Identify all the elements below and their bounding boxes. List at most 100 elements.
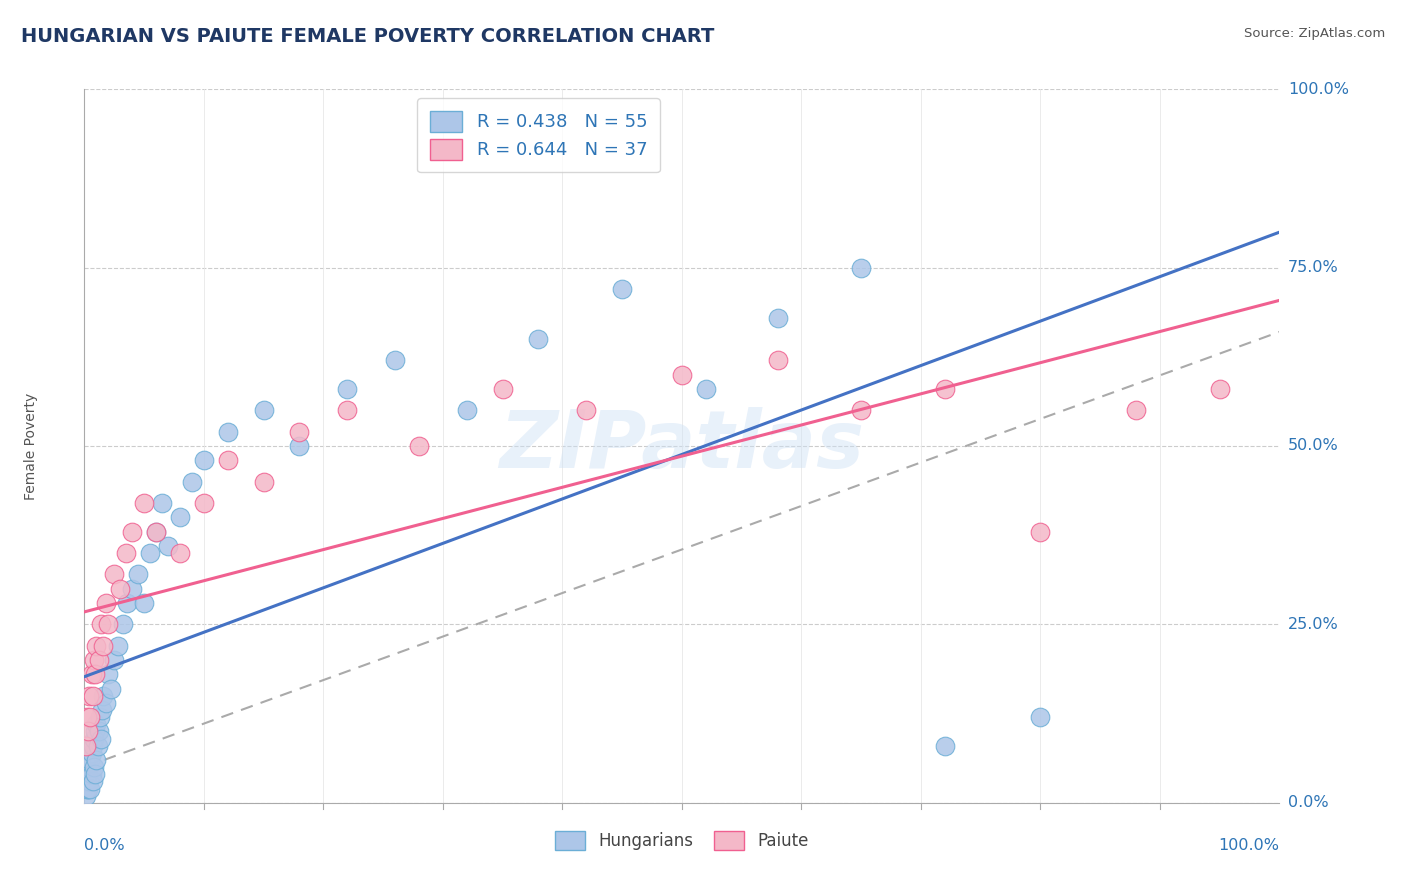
Point [87, 724, 110, 739]
Point [671, 368, 693, 382]
Point [492, 382, 515, 396]
Point [103, 653, 125, 667]
Point [76, 774, 98, 789]
Point [84, 724, 107, 739]
Point [527, 332, 550, 346]
Text: Source: ZipAtlas.com: Source: ZipAtlas.com [1244, 27, 1385, 40]
Point [1029, 710, 1052, 724]
Point [288, 425, 311, 439]
Point [127, 567, 149, 582]
Point [1125, 403, 1147, 417]
Point [79, 781, 101, 796]
Point [181, 475, 204, 489]
Point [145, 524, 167, 539]
Point [934, 382, 956, 396]
Point [83, 731, 105, 746]
Point [82, 739, 104, 753]
Point [83, 653, 105, 667]
Point [1029, 524, 1052, 539]
Text: 100.0%: 100.0% [1219, 838, 1279, 854]
Point [97, 617, 120, 632]
Point [132, 596, 156, 610]
Point [90, 617, 112, 632]
Text: 0.0%: 0.0% [1288, 796, 1329, 810]
Point [77, 724, 100, 739]
Point [76, 781, 98, 796]
Point [79, 753, 101, 767]
Text: 25.0%: 25.0% [1288, 617, 1339, 632]
Point [94, 696, 117, 710]
Text: 75.0%: 75.0% [1288, 260, 1339, 275]
Text: 100.0%: 100.0% [1288, 82, 1348, 96]
Point [111, 617, 134, 632]
Point [77, 767, 100, 781]
Point [934, 739, 956, 753]
Point [93, 639, 115, 653]
Point [169, 510, 191, 524]
Point [82, 689, 104, 703]
Text: HUNGARIAN VS PAIUTE FEMALE POVERTY CORRELATION CHART: HUNGARIAN VS PAIUTE FEMALE POVERTY CORRE… [21, 27, 714, 45]
Point [77, 774, 100, 789]
Point [121, 582, 143, 596]
Point [75, 739, 97, 753]
Point [94, 596, 117, 610]
Text: ZIPatlas: ZIPatlas [499, 407, 865, 485]
Point [132, 496, 156, 510]
Point [851, 260, 873, 275]
Point [217, 425, 239, 439]
Point [1209, 382, 1232, 396]
Point [86, 753, 108, 767]
Legend: Hungarians, Paiute: Hungarians, Paiute [547, 822, 817, 859]
Point [75, 789, 97, 803]
Point [86, 639, 108, 653]
Point [80, 767, 103, 781]
Text: 50.0%: 50.0% [1288, 439, 1339, 453]
Point [91, 703, 114, 717]
Point [107, 639, 129, 653]
Point [336, 403, 359, 417]
Point [384, 353, 406, 368]
Point [117, 596, 139, 610]
Point [93, 689, 115, 703]
Point [87, 653, 110, 667]
Point [575, 403, 598, 417]
Point [100, 681, 122, 696]
Point [77, 689, 100, 703]
Point [84, 767, 107, 781]
Point [86, 739, 108, 753]
Point [110, 582, 132, 596]
Point [90, 731, 112, 746]
Point [766, 353, 789, 368]
Text: Female Poverty: Female Poverty [24, 392, 38, 500]
Point [80, 667, 103, 681]
Point [84, 667, 107, 681]
Point [86, 717, 108, 731]
Point [851, 403, 873, 417]
Point [217, 453, 239, 467]
Point [139, 546, 162, 560]
Point [77, 760, 100, 774]
Point [336, 382, 359, 396]
Point [253, 475, 276, 489]
Point [766, 310, 789, 325]
Point [79, 710, 101, 724]
Point [115, 546, 138, 560]
Point [121, 524, 143, 539]
Point [97, 667, 120, 681]
Point [408, 439, 430, 453]
Point [103, 567, 125, 582]
Point [169, 546, 191, 560]
Point [83, 760, 105, 774]
Point [612, 282, 634, 296]
Text: 0.0%: 0.0% [84, 838, 125, 854]
Point [456, 403, 478, 417]
Point [145, 524, 167, 539]
Point [89, 710, 111, 724]
Point [157, 539, 180, 553]
Point [150, 496, 173, 510]
Point [253, 403, 276, 417]
Point [80, 746, 103, 760]
Point [695, 382, 717, 396]
Point [193, 496, 215, 510]
Point [76, 710, 98, 724]
